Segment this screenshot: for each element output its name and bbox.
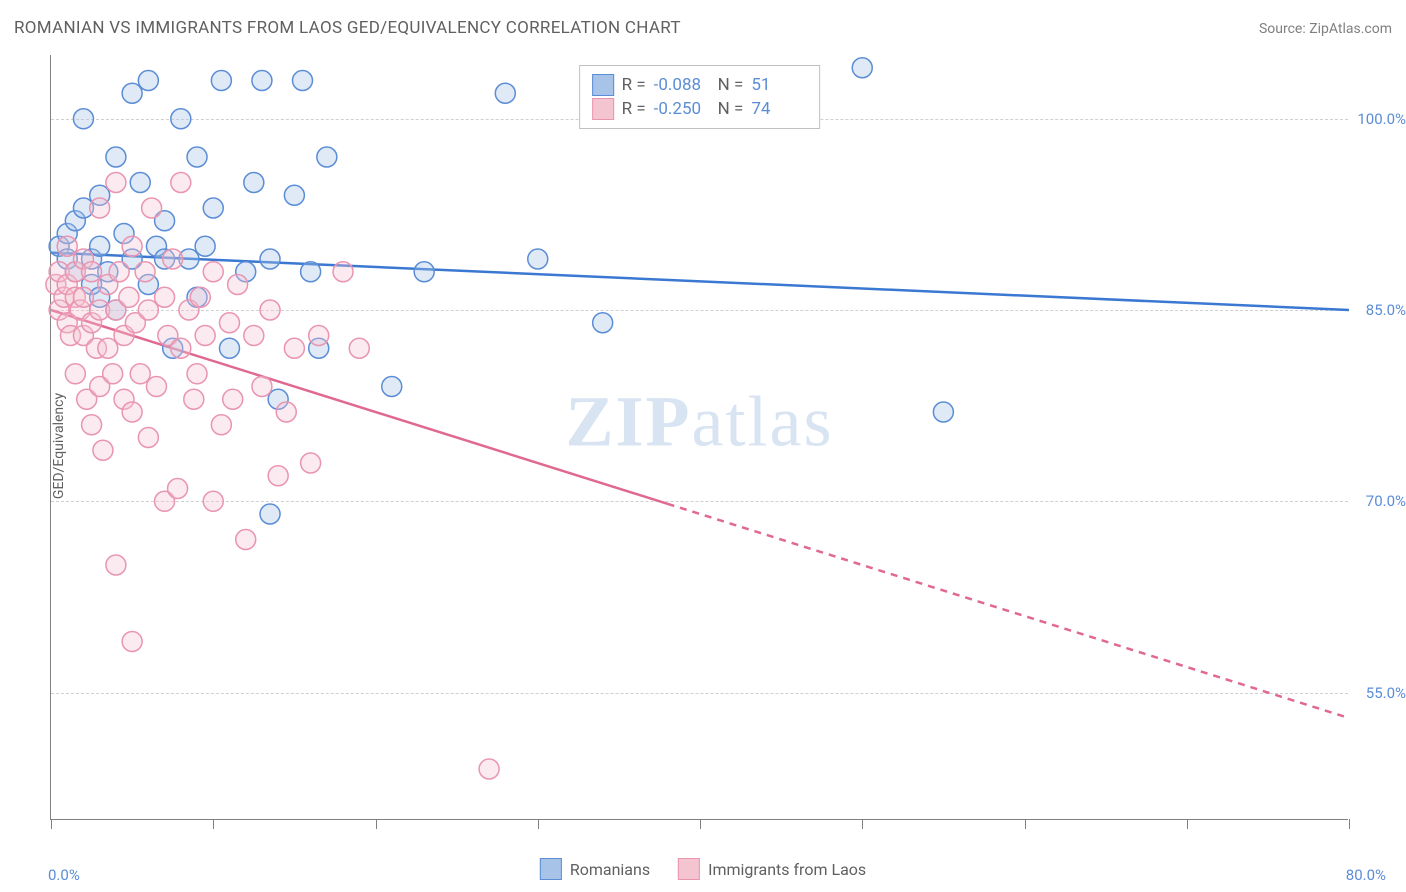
swatch-romanians-bottom — [540, 858, 562, 880]
source-attribution: Source: ZipAtlas.com — [1259, 21, 1392, 37]
legend-item-romanians: Romanians — [540, 858, 650, 880]
x-axis-min-label: 0.0% — [48, 866, 80, 884]
legend-item-laos: Immigrants from Laos — [678, 858, 866, 880]
chart-container: ROMANIAN VS IMMIGRANTS FROM LAOS GED/EQU… — [0, 0, 1406, 892]
legend-statistics: R = -0.088 N = 51 R = -0.250 N = 74 — [579, 65, 821, 129]
x-axis-max-label: 80.0% — [1346, 866, 1386, 884]
swatch-laos-bottom — [678, 858, 700, 880]
swatch-laos — [592, 98, 614, 120]
legend-row-laos: R = -0.250 N = 74 — [592, 98, 808, 120]
plot-area: ZIPatlas 100.0%85.0%70.0%55.0% R = -0.08… — [50, 55, 1348, 820]
chart-title: ROMANIAN VS IMMIGRANTS FROM LAOS GED/EQU… — [14, 18, 681, 38]
legend-row-romanians: R = -0.088 N = 51 — [592, 74, 808, 96]
swatch-romanians — [592, 74, 614, 96]
header: ROMANIAN VS IMMIGRANTS FROM LAOS GED/EQU… — [14, 18, 1392, 38]
scatter-points — [51, 55, 1348, 819]
legend-series: Romanians Immigrants from Laos — [540, 858, 866, 880]
